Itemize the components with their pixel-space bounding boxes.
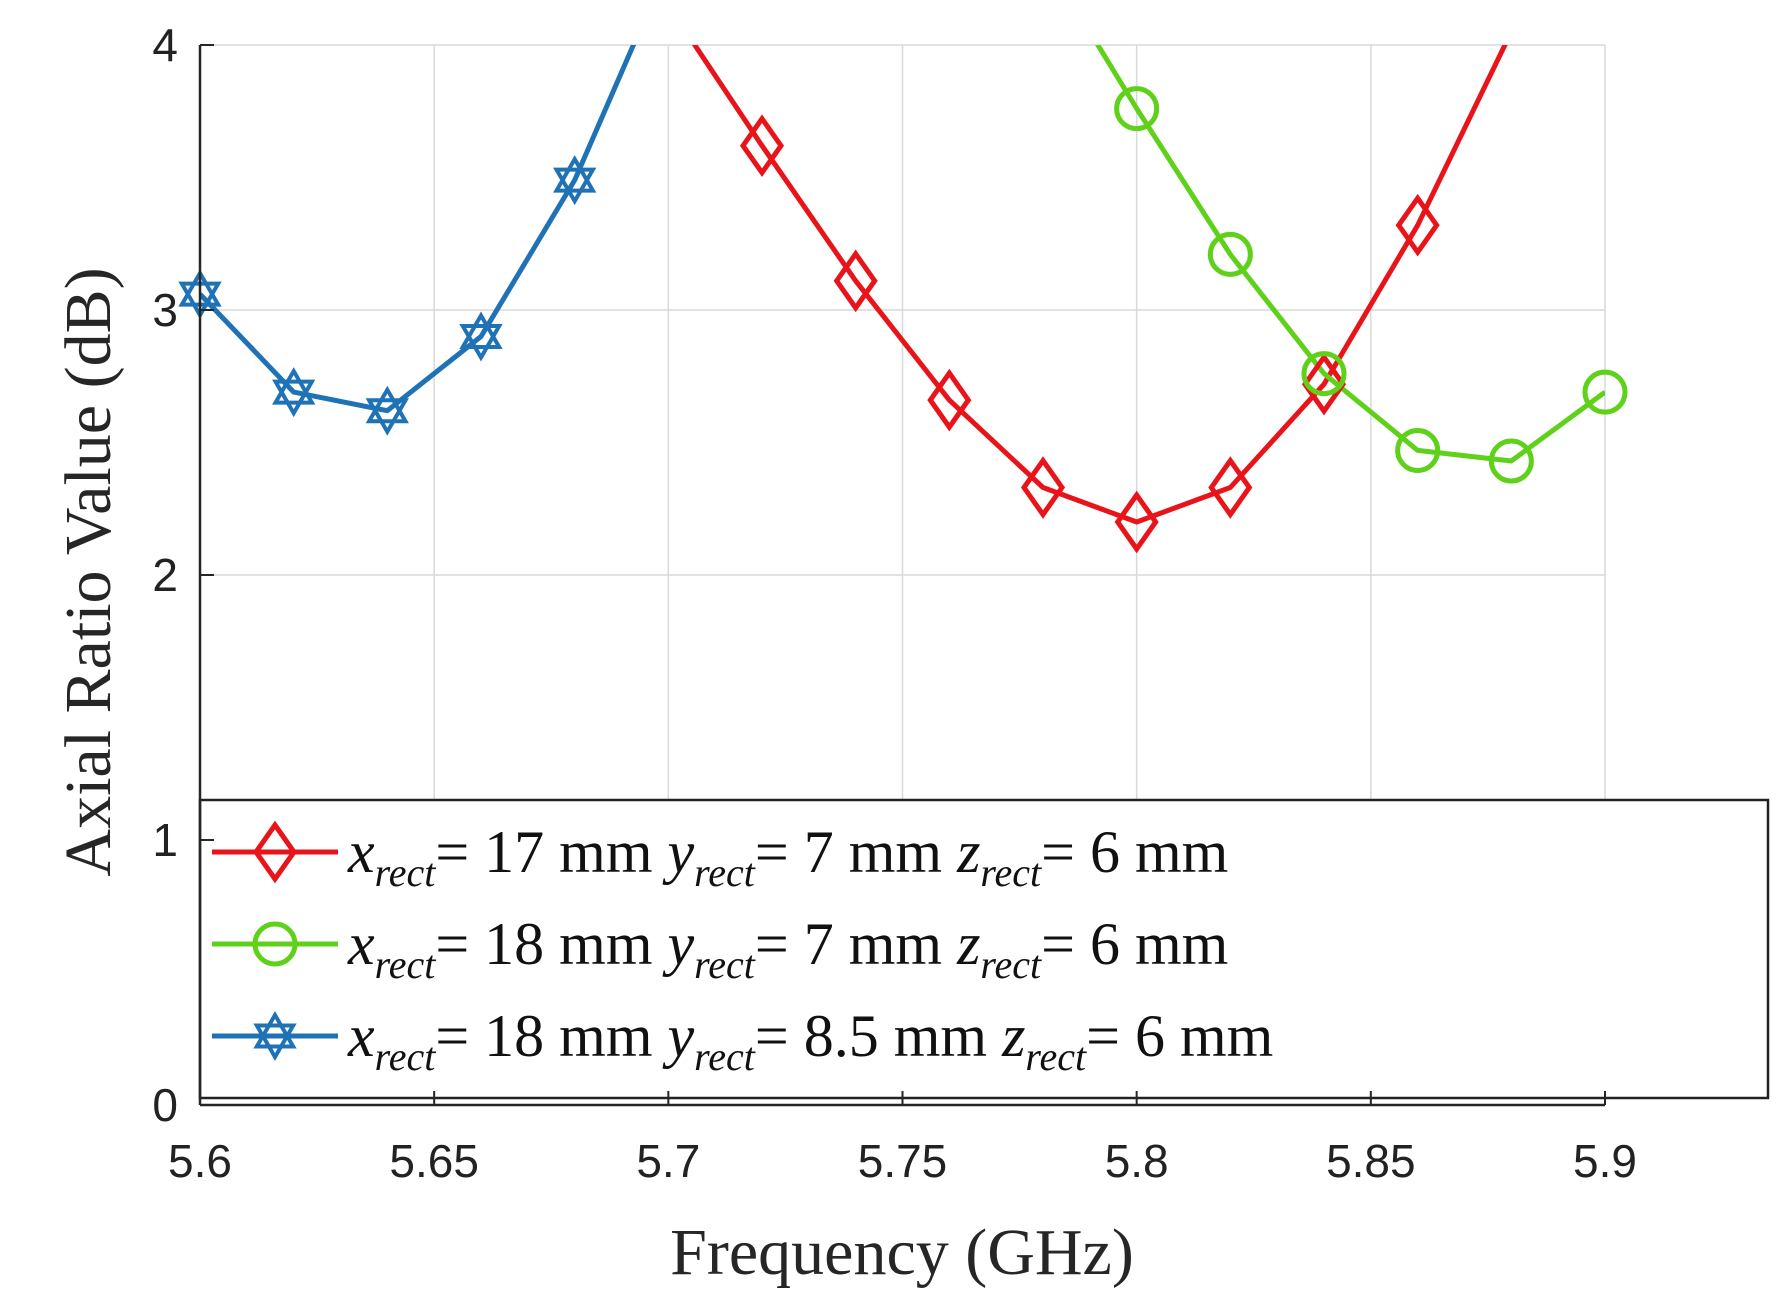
legend-marker: [252, 921, 298, 967]
x-tick-label: 5.75: [858, 1135, 948, 1187]
data-point: [1582, 369, 1628, 415]
data-point: [272, 367, 316, 418]
legend-entries: xrect= 17 mm yrect= 7 mm zrect= 6 mm xrec…: [212, 819, 1273, 1079]
series-line: [1094, 45, 1605, 464]
data-point: [927, 368, 972, 432]
y-axis-label: Axial Ratio Value (dB): [52, 267, 125, 876]
y-tick-label: 4: [152, 19, 178, 71]
legend: [198, 798, 1770, 1100]
x-tick-label: 5.7: [636, 1135, 700, 1187]
data-point: [1208, 456, 1253, 519]
y-tick-label: 1: [152, 814, 178, 866]
legend-marker: [253, 1011, 297, 1061]
x-tick-label: 5.85: [1326, 1135, 1416, 1187]
x-tick-label: 5.65: [389, 1135, 479, 1187]
data-point: [1488, 438, 1534, 484]
series-line: [691, 45, 1508, 525]
data-point: [1395, 427, 1441, 473]
data-point: [1395, 193, 1440, 257]
x-axis-label: Frequency (GHz): [670, 1216, 1134, 1289]
x-tick-label: 5.6: [168, 1135, 232, 1187]
series-lines: [200, 45, 1605, 525]
data-point: [553, 155, 597, 206]
legend-label: xrect= 18 mm yrect= 8.5 mm zrect= 6 mm: [347, 1003, 1273, 1079]
data-point: [1020, 456, 1066, 519]
x-tick-label: 5.8: [1105, 1135, 1169, 1187]
data-point: [833, 249, 878, 313]
x-tick-label: 5.9: [1573, 1135, 1637, 1187]
y-tick-label: 3: [152, 284, 178, 336]
y-tick-label: 2: [152, 549, 178, 601]
data-point: [1301, 351, 1347, 397]
axes: [198, 44, 1606, 1107]
legend-label: xrect= 17 mm yrect= 7 mm zrect= 6 mm: [347, 819, 1228, 895]
series-markers: [178, 86, 1628, 554]
y-tick-label: 0: [152, 1079, 178, 1131]
legend-marker: [252, 820, 298, 884]
data-point: [365, 385, 409, 436]
data-point: [1114, 86, 1160, 132]
data-point: [459, 311, 503, 362]
legend-label: xrect= 18 mm yrect= 7 mm zrect= 6 mm: [347, 911, 1228, 987]
series-line: [200, 45, 637, 414]
data-point: [1114, 490, 1159, 554]
tick-labels: 5.6 5.65 5.7 5.75 5.8 5.85 5.9 0 1 2 3 4: [152, 19, 1637, 1187]
data-point: [1207, 231, 1253, 277]
data-point: [1301, 352, 1347, 416]
data-point: [739, 114, 785, 178]
